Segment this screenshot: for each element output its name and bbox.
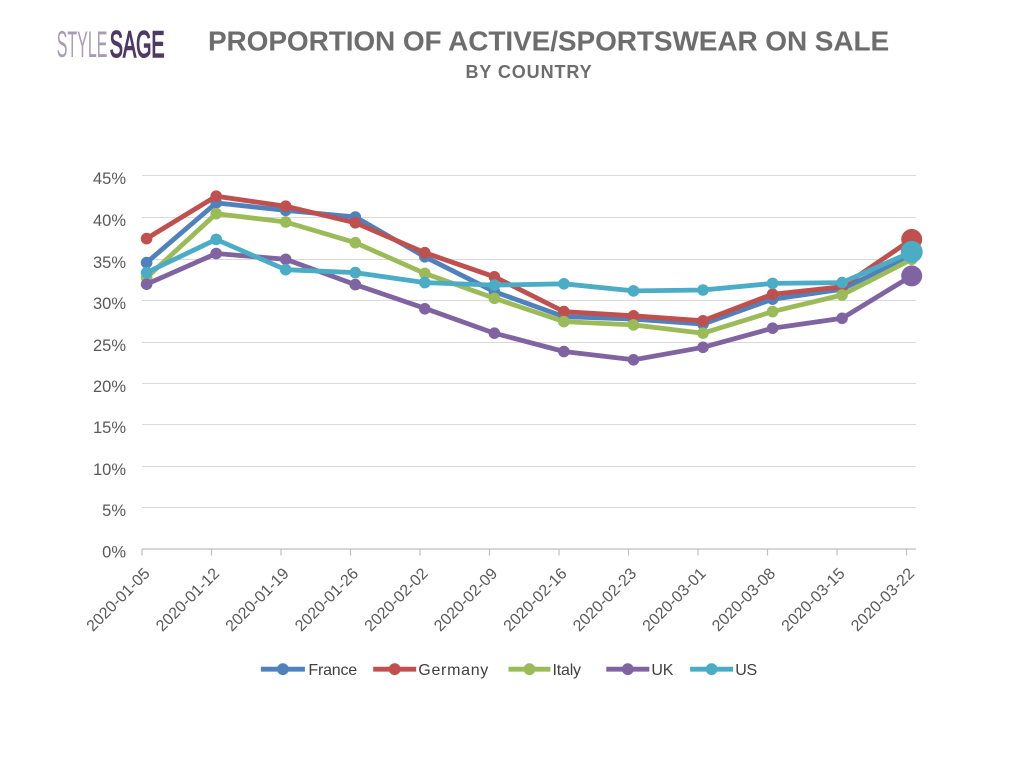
svg-text:25%: 25% <box>93 337 126 355</box>
svg-text:Germany: Germany <box>418 662 489 679</box>
svg-text:35%: 35% <box>93 254 126 272</box>
svg-text:PROPORTION OF ACTIVE/SPORTSWEA: PROPORTION OF ACTIVE/SPORTSWEAR ON SALE <box>208 26 889 57</box>
svg-text:15%: 15% <box>93 419 126 437</box>
svg-text:10%: 10% <box>93 461 126 479</box>
svg-text:BY COUNTRY: BY COUNTRY <box>465 62 592 82</box>
svg-text:US: US <box>735 662 757 679</box>
svg-text:45%: 45% <box>93 170 126 188</box>
svg-text:SAGE: SAGE <box>110 25 165 66</box>
svg-text:5%: 5% <box>102 502 126 520</box>
svg-text:France: France <box>308 662 357 679</box>
svg-text:STYLE: STYLE <box>57 25 108 67</box>
svg-text:Italy: Italy <box>553 662 582 679</box>
svg-text:0%: 0% <box>102 543 126 561</box>
svg-text:UK: UK <box>651 662 673 679</box>
svg-text:20%: 20% <box>93 378 126 396</box>
svg-text:30%: 30% <box>93 295 126 313</box>
svg-text:40%: 40% <box>93 212 126 230</box>
